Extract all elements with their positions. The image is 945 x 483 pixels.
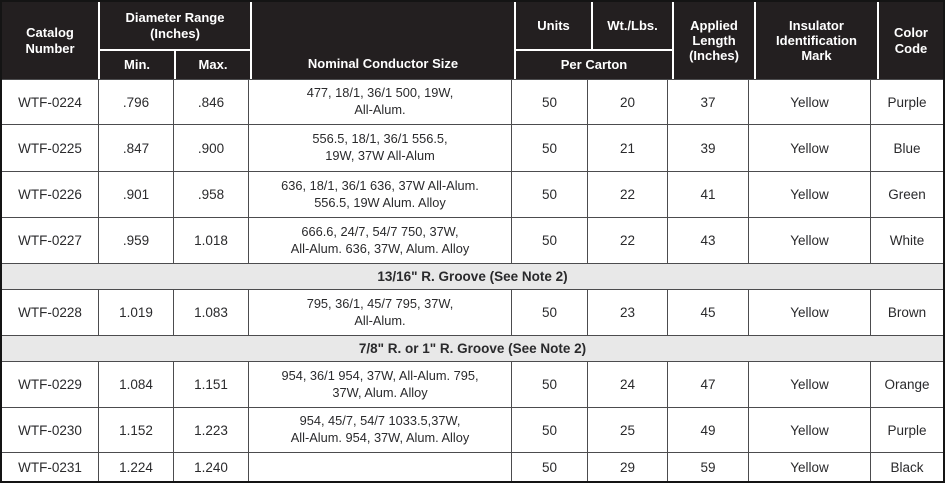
cell-wt-lbs: 22 [588, 172, 667, 217]
cell-wt-lbs: 22 [588, 218, 667, 263]
cell-applied-length: 49 [668, 408, 748, 452]
cell-max: .900 [174, 125, 248, 171]
cell-applied-length: 41 [668, 172, 748, 217]
cell-max: 1.151 [174, 362, 248, 407]
cell-min: 1.224 [99, 453, 173, 481]
cell-wt-lbs: 23 [588, 290, 667, 335]
cell-units: 50 [512, 408, 587, 452]
cell-color-code: White [871, 218, 943, 263]
cell-insulator-mark: Yellow [749, 408, 870, 452]
header-wt-lbs: Wt./Lbs. [593, 2, 672, 49]
cell-catalog: WTF-0228 [2, 290, 98, 335]
cell-min: 1.084 [99, 362, 173, 407]
header-max: Max. [176, 51, 250, 79]
cell-insulator-mark: Yellow [749, 362, 870, 407]
cell-applied-length: 39 [668, 125, 748, 171]
cell-color-code: Green [871, 172, 943, 217]
cell-max: .958 [174, 172, 248, 217]
cell-min: .959 [99, 218, 173, 263]
cell-color-code: Purple [871, 80, 943, 124]
cell-units: 50 [512, 218, 587, 263]
cell-min: .901 [99, 172, 173, 217]
cell-conductor: 636, 18/1, 36/1 636, 37W All-Alum. 556.5… [249, 172, 511, 217]
cell-min: 1.019 [99, 290, 173, 335]
cell-units: 50 [512, 172, 587, 217]
cell-min: .847 [99, 125, 173, 171]
table-header: Catalog Number Diameter Range (Inches) M… [2, 2, 943, 79]
cell-max: 1.223 [174, 408, 248, 452]
cell-conductor: 954, 36/1 954, 37W, All-Alum. 795, 37W, … [249, 362, 511, 407]
cell-applied-length: 45 [668, 290, 748, 335]
cell-insulator-mark: Yellow [749, 125, 870, 171]
header-applied-length: Applied Length (Inches) [674, 2, 754, 79]
header-min: Min. [100, 51, 174, 79]
cell-wt-lbs: 24 [588, 362, 667, 407]
cell-color-code: Blue [871, 125, 943, 171]
cell-conductor [249, 453, 511, 481]
cell-applied-length: 59 [668, 453, 748, 481]
header-diameter-range: Diameter Range (Inches) [100, 2, 250, 49]
cell-applied-length: 37 [668, 80, 748, 124]
cell-color-code: Black [871, 453, 943, 481]
cell-wt-lbs: 25 [588, 408, 667, 452]
cell-min: 1.152 [99, 408, 173, 452]
cell-applied-length: 43 [668, 218, 748, 263]
header-color-code: Color Code [879, 2, 943, 79]
cell-insulator-mark: Yellow [749, 290, 870, 335]
section-header-7-8-groove: 7/8" R. or 1" R. Groove (See Note 2) [2, 336, 943, 361]
cell-conductor: 556.5, 18/1, 36/1 556.5, 19W, 37W All-Al… [249, 125, 511, 171]
cell-catalog: WTF-0224 [2, 80, 98, 124]
cell-color-code: Orange [871, 362, 943, 407]
section-header-13-16-groove: 13/16" R. Groove (See Note 2) [2, 264, 943, 289]
cell-insulator-mark: Yellow [749, 218, 870, 263]
cell-catalog: WTF-0226 [2, 172, 98, 217]
cell-catalog: WTF-0229 [2, 362, 98, 407]
cell-insulator-mark: Yellow [749, 172, 870, 217]
cell-catalog: WTF-0230 [2, 408, 98, 452]
cell-units: 50 [512, 125, 587, 171]
cell-conductor: 954, 45/7, 54/7 1033.5,37W, All-Alum. 95… [249, 408, 511, 452]
cell-insulator-mark: Yellow [749, 453, 870, 481]
cell-units: 50 [512, 453, 587, 481]
header-insulator-mark: Insulator Identification Mark [756, 2, 877, 79]
cell-max: 1.018 [174, 218, 248, 263]
cell-max: 1.083 [174, 290, 248, 335]
cell-wt-lbs: 29 [588, 453, 667, 481]
cell-conductor: 666.6, 24/7, 54/7 750, 37W, All-Alum. 63… [249, 218, 511, 263]
cell-max: .846 [174, 80, 248, 124]
header-nominal-conductor: Nominal Conductor Size [252, 2, 514, 79]
cell-catalog: WTF-0231 [2, 453, 98, 481]
cell-units: 50 [512, 362, 587, 407]
cell-units: 50 [512, 80, 587, 124]
cell-conductor: 795, 36/1, 45/7 795, 37W, All-Alum. [249, 290, 511, 335]
cell-wt-lbs: 20 [588, 80, 667, 124]
cell-conductor: 477, 18/1, 36/1 500, 19W, All-Alum. [249, 80, 511, 124]
cell-min: .796 [99, 80, 173, 124]
cell-max: 1.240 [174, 453, 248, 481]
table-body: WTF-0224 .796 .846 477, 18/1, 36/1 500, … [2, 79, 943, 481]
cell-color-code: Purple [871, 408, 943, 452]
header-units: Units [516, 2, 591, 49]
cell-wt-lbs: 21 [588, 125, 667, 171]
cell-units: 50 [512, 290, 587, 335]
header-catalog-number: Catalog Number [2, 2, 98, 79]
header-per-carton: Per Carton [516, 51, 672, 79]
cell-applied-length: 47 [668, 362, 748, 407]
cell-catalog: WTF-0227 [2, 218, 98, 263]
cell-insulator-mark: Yellow [749, 80, 870, 124]
cell-color-code: Brown [871, 290, 943, 335]
cell-catalog: WTF-0225 [2, 125, 98, 171]
